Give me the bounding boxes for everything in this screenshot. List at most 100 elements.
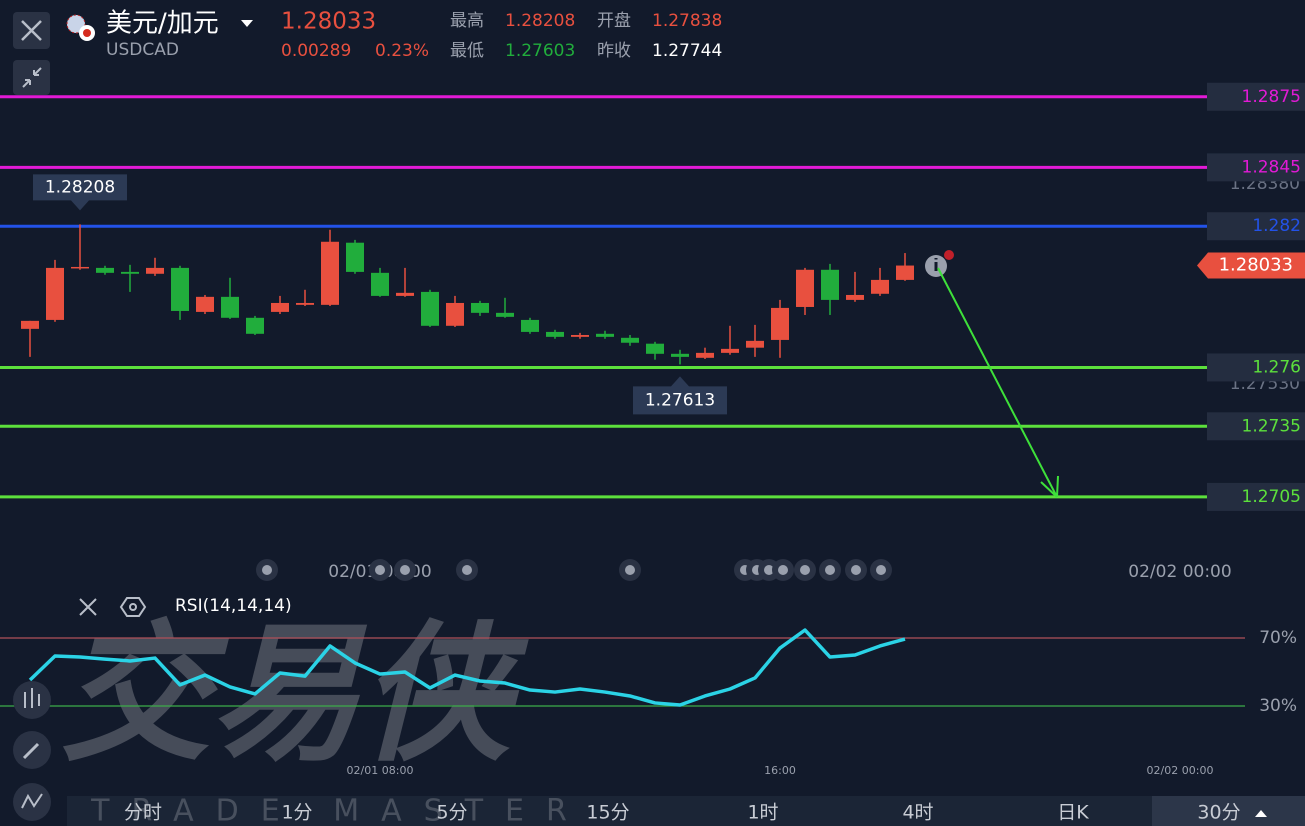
candle-body bbox=[21, 320, 39, 329]
candle-body bbox=[796, 269, 814, 307]
candle-body bbox=[846, 294, 864, 300]
candle-body bbox=[71, 266, 89, 269]
tab[interactable]: 4时 bbox=[902, 802, 933, 824]
low-callout: 1.27613 bbox=[645, 390, 715, 410]
x-tick-label: 16:00 bbox=[764, 764, 796, 777]
level-label: 1.2705 bbox=[1242, 487, 1301, 507]
last-price-label: 1.28033 bbox=[1219, 255, 1293, 276]
y-tick-label: 30% bbox=[1259, 696, 1297, 716]
candle-body bbox=[721, 348, 739, 353]
close-button[interactable] bbox=[13, 12, 50, 49]
event-dot-core bbox=[764, 565, 774, 575]
level-box bbox=[1207, 82, 1305, 111]
tab[interactable]: 15分 bbox=[586, 802, 629, 824]
candle-body bbox=[471, 302, 489, 313]
y-tick-label: 70% bbox=[1259, 628, 1297, 648]
candle-body bbox=[896, 265, 914, 280]
tab[interactable]: 日K bbox=[1057, 802, 1089, 824]
level-box bbox=[1207, 212, 1305, 241]
candle-body bbox=[196, 296, 214, 312]
tab[interactable]: 分时 bbox=[124, 802, 162, 824]
watermark-sub: TRADE MASTER bbox=[90, 794, 589, 826]
candle-body bbox=[421, 291, 439, 326]
symbol-code: USDCAD bbox=[106, 40, 179, 60]
tab-arrow[interactable] bbox=[1255, 810, 1267, 817]
dropdown-arrow[interactable] bbox=[241, 20, 253, 27]
tabs: 分时 1分 5分 15分 1时 4时 日K 30分 bbox=[124, 802, 1241, 824]
event-dot-core bbox=[778, 565, 788, 575]
candle-body bbox=[546, 331, 564, 337]
tab[interactable]: 1分 bbox=[281, 802, 312, 824]
level-box bbox=[1207, 412, 1305, 441]
candle-body bbox=[146, 267, 164, 274]
candle-body bbox=[596, 333, 614, 337]
stat-value: 1.27744 bbox=[652, 41, 722, 61]
rsi-panel: 70% 30% 02/01 08:00 16:00 02/02 00:00 bbox=[0, 628, 1297, 777]
level-label: 1.2845 bbox=[1242, 157, 1301, 177]
candle-body bbox=[771, 307, 789, 340]
candle-body bbox=[571, 334, 589, 337]
x-tick-label: 02/01 08:00 bbox=[347, 764, 414, 777]
x-tick-label: 02/02 00:00 bbox=[1147, 764, 1214, 777]
tool-button[interactable] bbox=[13, 783, 51, 821]
x-tick-label: 02/02 00:00 bbox=[1128, 562, 1231, 582]
candle-body bbox=[221, 296, 239, 318]
callout-box bbox=[633, 376, 727, 415]
price: 1.28033 bbox=[281, 9, 376, 35]
candle-body bbox=[871, 279, 889, 294]
level-label: 1.282 bbox=[1252, 216, 1301, 236]
indicator-close[interactable] bbox=[79, 598, 97, 616]
level-label: 1.2875 bbox=[1242, 87, 1301, 107]
tool-button[interactable] bbox=[13, 681, 51, 719]
tab[interactable]: 1时 bbox=[747, 802, 778, 824]
tab-bar bbox=[67, 796, 1305, 826]
stat-label: 开盘 bbox=[597, 11, 631, 31]
stat-value: 1.28208 bbox=[505, 11, 575, 31]
compress-button[interactable] bbox=[13, 60, 50, 95]
stat-label: 昨收 bbox=[597, 41, 631, 61]
event-dot-core bbox=[400, 565, 410, 575]
rsi-line bbox=[28, 628, 906, 707]
candle-body bbox=[621, 337, 639, 343]
candle-body bbox=[271, 302, 289, 312]
tool-button[interactable] bbox=[13, 731, 51, 769]
high-callout: 1.28208 bbox=[45, 177, 115, 197]
symbol-name[interactable]: 美元/加元 bbox=[106, 9, 219, 39]
tab[interactable]: 5分 bbox=[436, 802, 467, 824]
drawn-arrow bbox=[937, 267, 1059, 498]
candle-body bbox=[396, 292, 414, 296]
candle-body bbox=[646, 343, 664, 354]
change-pct: 0.23% bbox=[375, 41, 429, 61]
candle-body bbox=[346, 242, 364, 272]
candle-body bbox=[521, 319, 539, 332]
candle-body bbox=[246, 317, 264, 334]
level-label: 1.2735 bbox=[1242, 416, 1301, 436]
event-dot-core bbox=[825, 565, 835, 575]
event-dot-core bbox=[851, 565, 861, 575]
candle-body bbox=[321, 241, 339, 305]
tab[interactable]: 30分 bbox=[1197, 802, 1240, 824]
level-box bbox=[1207, 482, 1305, 511]
indicator-settings[interactable] bbox=[119, 597, 147, 617]
event-dot-core bbox=[800, 565, 810, 575]
change: 0.00289 bbox=[281, 41, 351, 61]
stat-value: 1.27838 bbox=[652, 11, 722, 31]
tab-selected bbox=[1152, 796, 1305, 826]
candle-body bbox=[371, 272, 389, 296]
candle-body bbox=[671, 353, 689, 357]
event-dot-core bbox=[375, 565, 385, 575]
stat-label: 最低 bbox=[450, 41, 484, 61]
candle-body bbox=[821, 269, 839, 300]
candle-body bbox=[96, 267, 114, 273]
alert-dot bbox=[944, 250, 954, 260]
watermark: 交易侠 bbox=[60, 608, 529, 782]
event-dot-core bbox=[625, 565, 635, 575]
last-price-tag bbox=[1197, 252, 1305, 279]
candle-body bbox=[171, 267, 189, 311]
event-dot-core bbox=[262, 565, 272, 575]
event-dot-core bbox=[876, 565, 886, 575]
level-box bbox=[1207, 153, 1305, 182]
